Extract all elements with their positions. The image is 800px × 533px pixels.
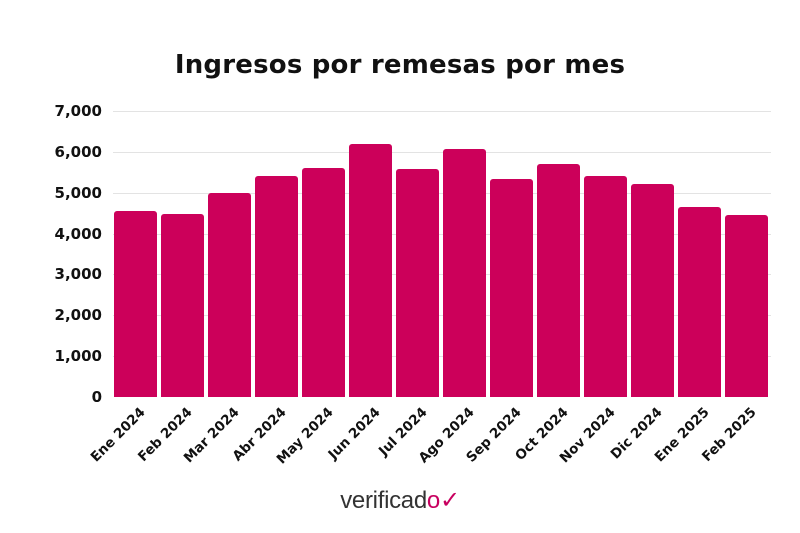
chart-title: Ingresos por remesas por mes (174, 50, 626, 80)
bar (536, 163, 580, 397)
bar (489, 178, 533, 397)
bar (630, 184, 674, 397)
bar (724, 215, 768, 397)
bar (348, 144, 392, 397)
bar (442, 149, 486, 397)
bar (113, 210, 157, 397)
check-icon: o✓ (426, 487, 460, 514)
bar (254, 175, 298, 397)
y-tick-label: 5,000 (54, 183, 102, 202)
gridline (113, 151, 771, 153)
bar (583, 175, 627, 397)
y-tick-label: 2,000 (54, 306, 102, 325)
gridline (113, 356, 771, 358)
y-tick-label: 6,000 (54, 142, 102, 161)
gridline (113, 192, 771, 194)
y-tick-label: 4,000 (54, 224, 102, 243)
y-tick-label: 3,000 (54, 265, 102, 284)
bar (677, 207, 721, 397)
gridline (113, 274, 771, 276)
verificado-logo: verificado✓ (0, 486, 800, 515)
gridline (113, 233, 771, 235)
gridline (113, 111, 771, 112)
bar (207, 192, 251, 397)
y-tick-label: 1,000 (54, 347, 102, 366)
bar (301, 167, 345, 397)
bar (395, 169, 439, 397)
plot-area (113, 111, 771, 397)
logo-text: verificad (340, 487, 427, 514)
y-tick-label: 0 (91, 388, 102, 406)
y-tick-label: 7,000 (54, 102, 102, 120)
gridline (113, 315, 771, 317)
bar (160, 213, 204, 397)
